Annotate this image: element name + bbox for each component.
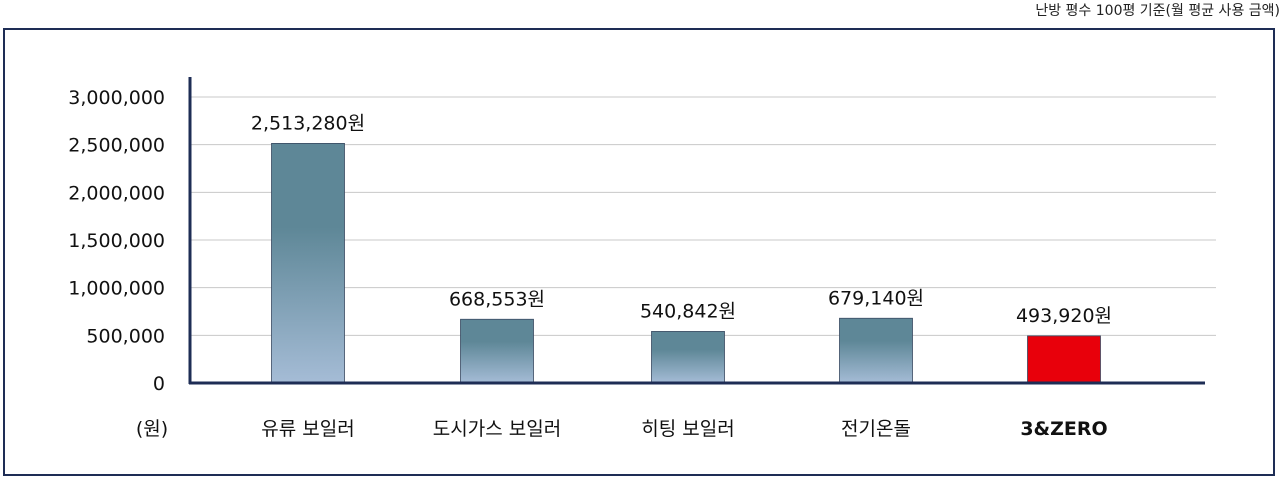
chart-frame	[3, 28, 1275, 476]
bar	[651, 331, 725, 384]
y-tick-label: 3,000,000	[68, 87, 165, 109]
data-label: 540,842원	[640, 300, 736, 322]
category-label: 히팅 보일러	[641, 418, 734, 440]
bar	[271, 143, 345, 384]
y-tick-label: 1,000,000	[68, 278, 165, 300]
data-label: 493,920원	[1016, 305, 1112, 327]
y-tick-label: 2,500,000	[68, 135, 165, 157]
data-label: 668,553원	[449, 288, 545, 310]
bar	[1027, 335, 1101, 384]
gridlines	[190, 96, 1216, 336]
category-label: 3&ZERO	[1020, 418, 1107, 440]
chart-subtitle: 난방 평수 100평 기준(월 평균 사용 금액)	[1035, 3, 1280, 19]
data-labels: 2,513,280원 668,553원 540,842원 679,140원 493,92…	[251, 112, 1112, 327]
y-tick-label: 0	[153, 373, 165, 395]
bar	[839, 317, 913, 384]
y-tick-label: 500,000	[86, 325, 165, 347]
unit-label: (원)	[136, 418, 168, 440]
y-tick-label: 1,500,000	[68, 230, 165, 252]
category-labels: 유류 보일러 도시가스 보일러 히팅 보일러 전기온돌 3&ZERO	[261, 418, 1107, 440]
category-label: 전기온돌	[841, 418, 911, 440]
y-tick-label: 2,000,000	[68, 182, 165, 204]
axes	[188, 77, 1205, 385]
category-label: 도시가스 보일러	[433, 418, 561, 440]
bar	[460, 318, 534, 384]
bars	[271, 143, 1101, 384]
data-label: 679,140원	[828, 287, 924, 309]
data-label: 2,513,280원	[251, 112, 365, 134]
category-label: 유류 보일러	[261, 418, 354, 440]
y-tick-labels: 0 500,000 1,000,000 1,500,000 2,000,000 2,500…	[68, 87, 165, 395]
